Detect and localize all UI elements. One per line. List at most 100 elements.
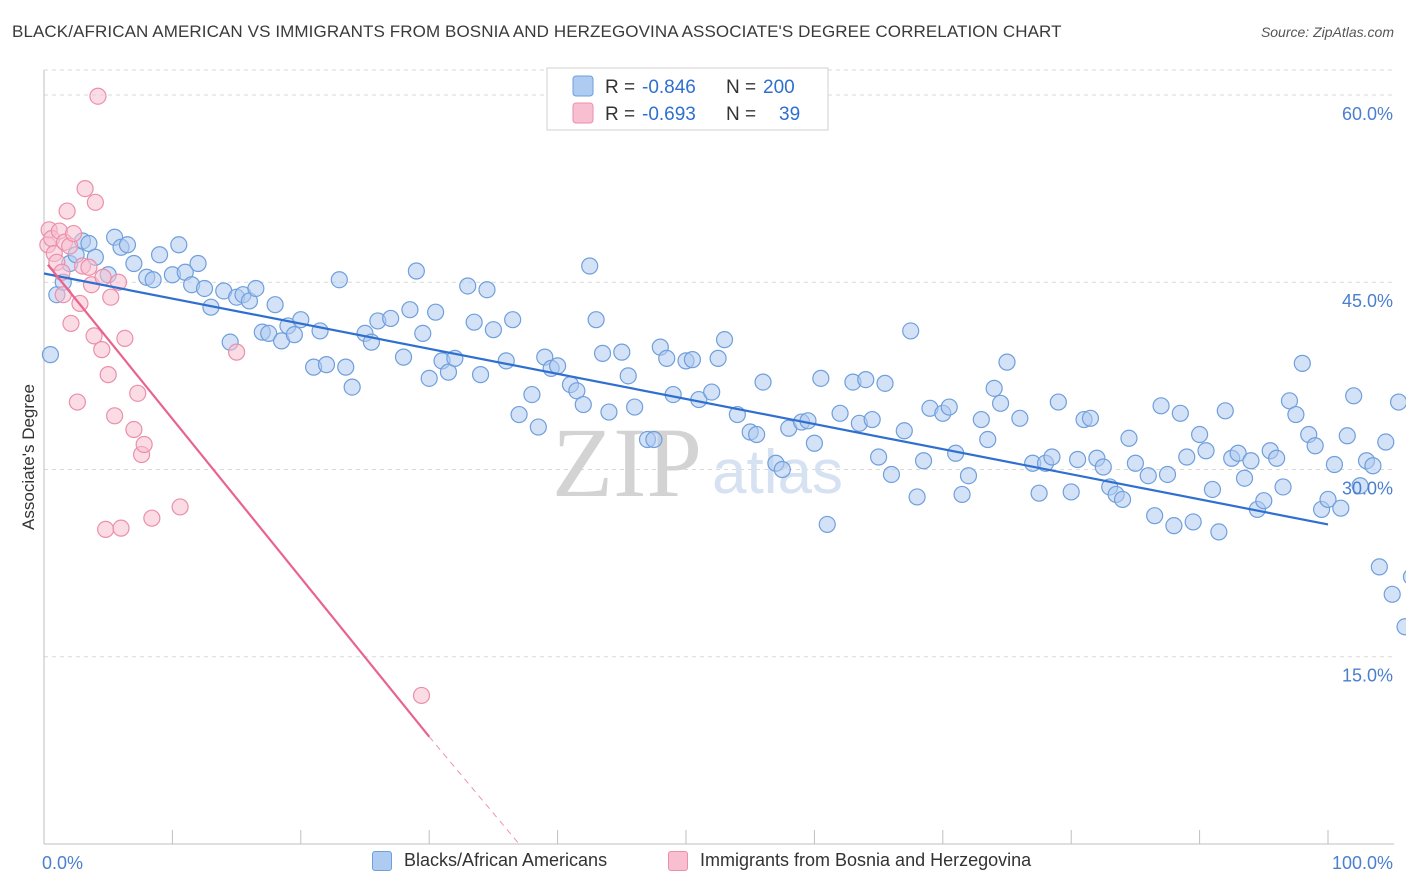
point-blacks-144 — [1158, 465, 1177, 484]
point-blacks-74 — [600, 403, 618, 421]
y-axis-label: Associate's Degree — [19, 384, 38, 530]
point-blacks-174 — [1351, 477, 1369, 495]
point-blacks-118 — [959, 467, 978, 485]
point-blacks-12 — [125, 254, 143, 273]
point-bosnia-13 — [68, 393, 86, 411]
point-blacks-84 — [683, 351, 702, 369]
point-blacks-133 — [1081, 409, 1100, 427]
point-blacks-49 — [414, 324, 432, 343]
point-blacks-181 — [1396, 618, 1406, 636]
legend-bottom-item-blacks: Blacks/African Americans — [372, 850, 607, 871]
point-blacks-117 — [953, 485, 971, 504]
point-blacks-152 — [1210, 523, 1228, 541]
point-blacks-147 — [1178, 448, 1196, 466]
point-blacks-48 — [407, 262, 425, 280]
point-blacks-135 — [1094, 458, 1112, 476]
point-blacks-81 — [658, 349, 676, 367]
point-bosnia-17 — [80, 258, 98, 276]
point-blacks-75 — [613, 343, 631, 361]
trend-line-bosnia-extension — [428, 736, 520, 845]
legend-blue-r-label: R = — [605, 77, 635, 98]
point-blacks-17 — [170, 236, 188, 254]
axes — [43, 70, 1394, 845]
trend-line-blacks — [43, 272, 1329, 526]
point-bosnia-35 — [143, 509, 161, 527]
point-blacks-151 — [1203, 480, 1222, 499]
point-bosnia-9 — [58, 202, 76, 220]
point-blacks-91 — [748, 425, 766, 444]
point-blacks-0 — [41, 346, 60, 364]
point-blacks-105 — [863, 410, 881, 429]
legend-blue-n-label: N = — [726, 77, 756, 98]
legend-blue-n-value: 200 — [763, 77, 795, 98]
point-blacks-38 — [317, 356, 336, 374]
point-blacks-129 — [1049, 393, 1067, 411]
point-bosnia-19 — [85, 327, 103, 345]
point-blacks-178 — [1377, 433, 1395, 451]
point-blacks-86 — [703, 383, 721, 401]
y-tick-label-1: 30.0% — [1342, 478, 1393, 498]
source-label: Source: ZipAtlas.com — [1260, 24, 1394, 40]
point-blacks-100 — [818, 515, 836, 534]
point-blacks-41 — [343, 378, 361, 396]
point-blacks-30 — [260, 324, 278, 343]
point-bosnia-31 — [125, 420, 143, 439]
point-blacks-58 — [478, 281, 496, 299]
point-blacks-47 — [401, 301, 419, 319]
legend-pink-swatch — [572, 102, 594, 124]
point-blacks-156 — [1235, 469, 1254, 487]
point-blacks-140 — [1126, 454, 1145, 472]
point-bosnia-29 — [112, 519, 130, 537]
point-blacks-180 — [1390, 393, 1406, 411]
point-bosnia-38 — [412, 686, 431, 705]
point-blacks-76 — [619, 367, 637, 385]
point-blacks-162 — [1274, 478, 1292, 496]
point-blacks-57 — [471, 366, 490, 384]
point-blacks-123 — [998, 353, 1016, 371]
point-blacks-92 — [754, 373, 772, 391]
point-blacks-107 — [876, 374, 894, 392]
point-blacks-120 — [979, 430, 997, 449]
legend-top: R = -0.846 N = 200 R = -0.693 N = 39 — [546, 67, 829, 131]
point-blacks-50 — [420, 369, 438, 387]
axis-labels: 15.0% 30.0% 45.0% 60.0% 0.0% 100.0% Associate'… — [19, 104, 1393, 873]
point-blacks-182 — [1402, 570, 1406, 584]
point-blacks-176 — [1364, 457, 1382, 475]
x-tick-label-1: 100.0% — [1332, 853, 1393, 873]
point-blacks-34 — [285, 326, 303, 344]
point-blacks-122 — [991, 394, 1010, 412]
point-bosnia-16 — [76, 179, 94, 198]
point-blacks-115 — [940, 398, 958, 416]
point-blacks-131 — [1069, 450, 1087, 469]
legend-pink-r-label: R = — [605, 104, 635, 125]
x-tick-label-0: 0.0% — [42, 853, 83, 873]
point-blacks-56 — [465, 313, 483, 331]
point-blacks-169 — [1319, 490, 1337, 509]
point-blacks-40 — [337, 358, 355, 376]
legend-pink-n-value: 39 — [779, 104, 800, 125]
point-blacks-121 — [985, 379, 1003, 397]
point-blacks-88 — [715, 331, 734, 349]
point-blacks-148 — [1184, 513, 1202, 531]
point-blacks-124 — [1011, 409, 1029, 427]
point-blacks-172 — [1338, 427, 1356, 445]
legend-bottom-pink-label: Immigrants from Bosnia and Herzegovina — [700, 850, 1032, 870]
point-bosnia-37 — [228, 343, 246, 361]
legend-bottom-blue-swatch — [372, 850, 392, 871]
point-blacks-111 — [908, 488, 926, 506]
legend-blue-r-value: -0.846 — [642, 77, 696, 98]
point-blacks-163 — [1280, 392, 1299, 410]
point-bosnia-20 — [86, 193, 104, 211]
point-blacks-51 — [427, 303, 445, 321]
point-blacks-21 — [195, 279, 214, 298]
legend-bottom-item-bosnia: Immigrants from Bosnia and Herzegovina — [668, 850, 1031, 871]
point-blacks-130 — [1062, 483, 1080, 501]
point-blacks-164 — [1287, 405, 1305, 424]
point-blacks-67 — [548, 357, 567, 375]
point-bosnia-24 — [97, 520, 115, 539]
point-blacks-94 — [773, 460, 791, 479]
point-blacks-128 — [1043, 448, 1061, 466]
y-tick-label-0: 15.0% — [1342, 666, 1393, 686]
point-blacks-46 — [394, 348, 413, 366]
